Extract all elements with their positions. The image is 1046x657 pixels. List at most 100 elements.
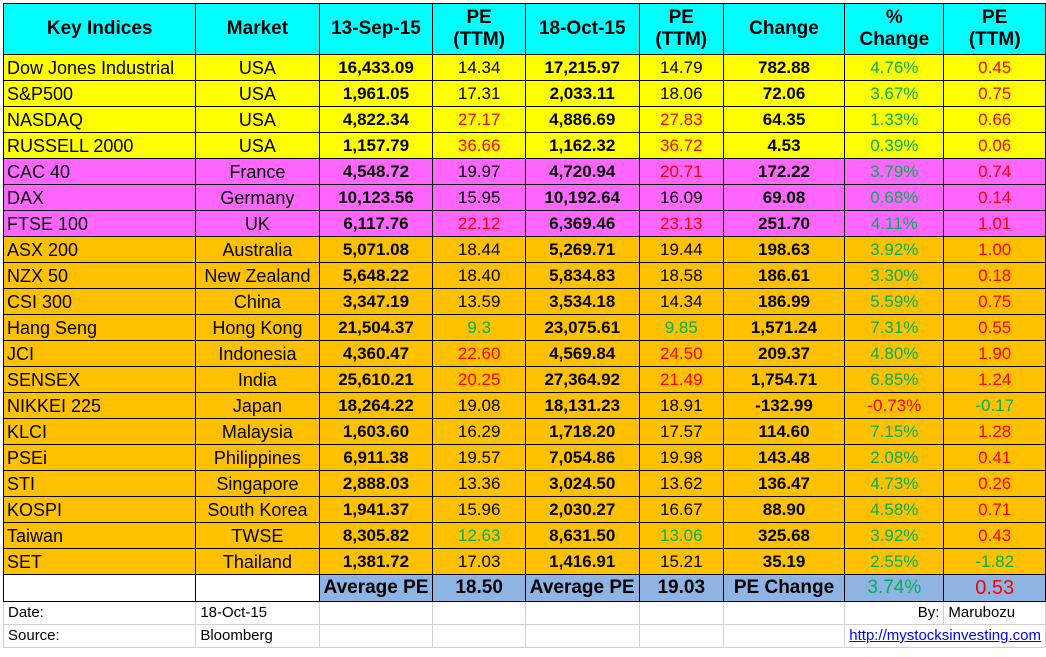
- index-name: STI: [2, 470, 197, 497]
- pe-18-oct: 21.49: [638, 366, 724, 393]
- pct-change: 5.59%: [844, 288, 945, 315]
- value-13-sep: 1,941.37: [318, 496, 434, 523]
- pe-18-oct: 20.71: [638, 158, 724, 185]
- pe-change: 0.26: [943, 470, 1046, 497]
- table-row: Taiwan TWSE 8,305.82 12.63 8,631.50 13.06 325.…: [2, 522, 1046, 549]
- website-link[interactable]: http://mystocksinvesting.com: [849, 627, 1041, 644]
- pe-18-oct: 13.06: [638, 522, 724, 549]
- header-change: Change: [722, 3, 846, 55]
- header-pe1: PE (TTM): [432, 3, 526, 55]
- pct-change: 4.76%: [844, 54, 945, 81]
- value-18-oct: 1,162.32: [524, 132, 640, 159]
- pe-13-sep: 22.60: [432, 340, 526, 367]
- value-18-oct: 6,369.46: [524, 210, 640, 237]
- pe-13-sep: 9.3: [432, 314, 526, 341]
- pct-change: 4.80%: [844, 340, 945, 367]
- footer-empty: [432, 624, 526, 648]
- index-name: DAX: [2, 184, 197, 211]
- pe-18-oct: 18.58: [638, 262, 724, 289]
- change-value: 186.99: [722, 288, 846, 315]
- table-row: NIKKEI 225 Japan 18,264.22 19.08 18,131.23 18…: [2, 392, 1046, 419]
- value-18-oct: 5,269.71: [524, 236, 640, 263]
- pe-18-oct: 15.21: [638, 548, 724, 575]
- footer-empty: [638, 624, 724, 648]
- pct-change: 4.58%: [844, 496, 945, 523]
- change-value: 136.47: [722, 470, 846, 497]
- pe-change: 0.75: [943, 80, 1046, 107]
- pe-change: -1.82: [943, 548, 1046, 575]
- value-13-sep: 8,305.82: [318, 522, 434, 549]
- value-13-sep: 4,822.34: [318, 106, 434, 133]
- market: New Zealand: [195, 262, 320, 289]
- table-row: CSI 300 China 3,347.19 13.59 3,534.18 14.34 18…: [2, 288, 1046, 315]
- footer-date-value: 18-Oct-15: [195, 601, 320, 625]
- pe-change: 0.74: [943, 158, 1046, 185]
- market: Indonesia: [195, 340, 320, 367]
- index-name: NZX 50: [2, 262, 197, 289]
- change-value: -132.99: [722, 392, 846, 419]
- index-name: Dow Jones Industrial: [2, 54, 197, 81]
- header-pe1-line1: PE: [466, 7, 492, 28]
- market: USA: [195, 54, 320, 81]
- footer-empty: [524, 624, 640, 648]
- pct-change: 0.39%: [844, 132, 945, 159]
- index-name: KOSPI: [2, 496, 197, 523]
- value-18-oct: 2,030.27: [524, 496, 640, 523]
- market: USA: [195, 132, 320, 159]
- index-name: JCI: [2, 340, 197, 367]
- pct-change: 3.92%: [844, 236, 945, 263]
- footer-empty: [638, 601, 724, 625]
- pe-18-oct: 18.06: [638, 80, 724, 107]
- pe-13-sep: 18.44: [432, 236, 526, 263]
- value-13-sep: 16,433.09: [318, 54, 434, 81]
- pe-change: 1.28: [943, 418, 1046, 445]
- table-row: DAX Germany 10,123.56 15.95 10,192.64 16.09 69…: [2, 184, 1046, 211]
- pe-13-sep: 15.95: [432, 184, 526, 211]
- pe-13-sep: 19.08: [432, 392, 526, 419]
- index-name: NASDAQ: [2, 106, 197, 133]
- change-value: 198.63: [722, 236, 846, 263]
- value-18-oct: 4,886.69: [524, 106, 640, 133]
- footer-by-value: Marubozu: [943, 601, 1046, 625]
- value-18-oct: 3,534.18: [524, 288, 640, 315]
- table-row: PSEi Philippines 6,911.38 19.57 7,054.86 19.9…: [2, 444, 1046, 471]
- average-value-1: 18.50: [432, 574, 526, 602]
- pe-18-oct: 23.13: [638, 210, 724, 237]
- value-13-sep: 1,157.79: [318, 132, 434, 159]
- market: Malaysia: [195, 418, 320, 445]
- change-value: 35.19: [722, 548, 846, 575]
- pct-change: 6.85%: [844, 366, 945, 393]
- table-row: SET Thailand 1,381.72 17.03 1,416.91 15.21 35.…: [2, 548, 1046, 575]
- header-key-indices: Key Indices: [2, 3, 197, 55]
- header-date2: 18-Oct-15: [524, 3, 640, 55]
- value-13-sep: 6,911.38: [318, 444, 434, 471]
- pe-change: 0.66: [943, 106, 1046, 133]
- market: Thailand: [195, 548, 320, 575]
- pe-change: 0.75: [943, 288, 1046, 315]
- market: Australia: [195, 236, 320, 263]
- index-name: ASX 200: [2, 236, 197, 263]
- table-row: NASDAQ USA 4,822.34 27.17 4,886.69 27.83 64.35…: [2, 106, 1046, 133]
- header-pe1-line2: (TTM): [453, 29, 505, 50]
- pct-change: 1.33%: [844, 106, 945, 133]
- index-name: RUSSELL 2000: [2, 132, 197, 159]
- change-value: 4.53: [722, 132, 846, 159]
- pe-18-oct: 16.09: [638, 184, 724, 211]
- table-row: SENSEX India 25,610.21 20.25 27,364.92 21.49 1…: [2, 366, 1046, 393]
- pct-change: 7.15%: [844, 418, 945, 445]
- pe-change: -0.17: [943, 392, 1046, 419]
- value-13-sep: 1,381.72: [318, 548, 434, 575]
- index-name: CAC 40: [2, 158, 197, 185]
- header-pechg-line1: PE: [982, 7, 1008, 28]
- change-value: 72.06: [722, 80, 846, 107]
- index-name: SET: [2, 548, 197, 575]
- pe-change: 0.41: [943, 444, 1046, 471]
- pe-change: 0.71: [943, 496, 1046, 523]
- market: USA: [195, 80, 320, 107]
- value-18-oct: 4,720.94: [524, 158, 640, 185]
- pe-18-oct: 14.34: [638, 288, 724, 315]
- index-name: PSEi: [2, 444, 197, 471]
- header-pe-change: PE (TTM): [943, 3, 1046, 55]
- footer-empty: [524, 601, 640, 625]
- value-13-sep: 4,360.47: [318, 340, 434, 367]
